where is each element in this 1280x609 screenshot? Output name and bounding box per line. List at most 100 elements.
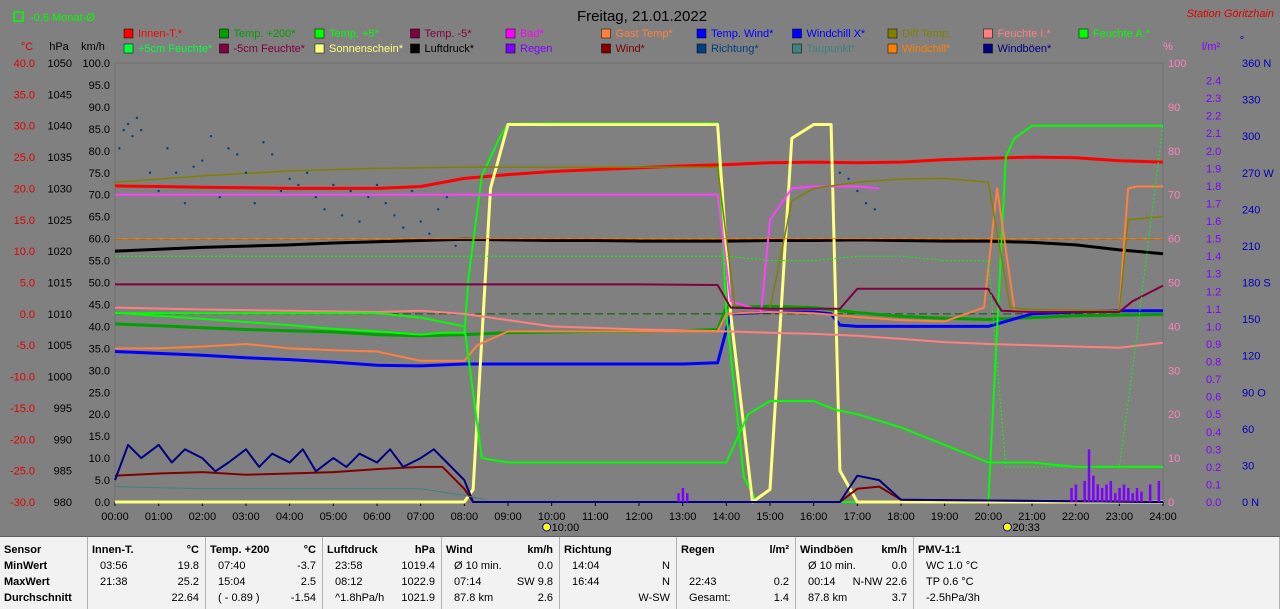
direction-point (358, 220, 361, 223)
legend-label: Wind* (616, 43, 646, 55)
time-tick: 21:00 (1018, 511, 1046, 523)
direction-point (253, 202, 256, 205)
direction-point (288, 177, 291, 181)
direction-point (838, 171, 842, 174)
celsius-tick: -5.0 (16, 340, 35, 352)
legend-swatch (123, 28, 134, 39)
legend-label: Regen (520, 43, 552, 55)
rain-tick: 0.7 (1206, 374, 1221, 386)
stats-column: Temp. +200 °C 07:40 -3.7 15:04 2.5 ( - 0.89 ) -… (206, 537, 323, 609)
rain-tick: 0.4 (1206, 427, 1221, 439)
time-tick: 00:00 (101, 511, 129, 523)
stats-cell: 25.2 (177, 576, 199, 588)
direction-point (126, 122, 130, 126)
kmh-tick: 100.0 (82, 58, 110, 70)
time-tick: 06:00 (363, 511, 391, 523)
celsius-tick: -25.0 (10, 466, 35, 478)
legend-swatch (314, 43, 325, 54)
stats-cell: 1.4 (773, 592, 789, 604)
rain-tick: 1.3 (1206, 269, 1221, 281)
legend: Innen-T.* Temp. +200* Temp. +5* Temp. -5* Ba… (123, 28, 1151, 55)
direction-tick: 30 (1242, 460, 1254, 472)
time-tick: 14:00 (713, 511, 741, 523)
direction-tick: 270 W (1242, 168, 1274, 180)
rain-tick: 2.4 (1206, 76, 1221, 88)
time-tick: 17:00 (844, 511, 872, 523)
stats-cell: 2.6 (537, 592, 553, 604)
direction-point (436, 208, 440, 211)
series-line (114, 166, 1164, 312)
stats-cell: 15:04 (218, 576, 246, 588)
legend-label: Windböen* (998, 43, 1053, 55)
time-tick: 07:00 (407, 511, 435, 523)
legend-label: Richtung* (711, 43, 759, 55)
celsius-tick: 35.0 (14, 89, 35, 101)
rain-bar (681, 487, 685, 502)
hpa-tick: 1050 (48, 58, 72, 70)
stats-cell: 14:04 (572, 560, 600, 572)
time-tick: 24:00 (1149, 511, 1177, 523)
axes: °C hPa km/h 40.0 35.0 30.0 25.0 20.0 15.0 10.0 5.0… (10, 35, 1274, 534)
series-line (115, 124, 1164, 468)
direction-point (314, 195, 318, 199)
legend-label: Sonnenschein* (329, 43, 404, 55)
direction-point (244, 171, 248, 174)
time-tick: 16:00 (800, 511, 828, 523)
direction-point (192, 165, 195, 168)
stats-cell: Luftdruck (327, 544, 378, 556)
stats-cell: -2.5hPa/3h (926, 592, 980, 604)
time-tick: 02:00 (189, 511, 217, 523)
series-line (115, 312, 1163, 468)
stats-cell: 21:38 (100, 576, 128, 588)
time-tick: 12:00 (625, 511, 653, 523)
direction-point (279, 189, 283, 193)
rain-bar (1127, 487, 1130, 502)
percent-tick: 60 (1168, 234, 1180, 246)
kmh-tick: 25.0 (89, 387, 110, 399)
stats-column: Richtung 14:04 N 16:44 N W-SW (560, 537, 677, 609)
stats-column: Innen-T. °C 03:56 19.8 21:38 25.2 22.64 (88, 537, 206, 609)
hpa-tick: 1015 (48, 278, 72, 290)
stats-cell: 19.8 (177, 560, 199, 572)
percent-tick: 20 (1168, 409, 1180, 421)
rain-bar (1118, 487, 1121, 502)
direction-point (847, 177, 850, 181)
rain-tick: 0.8 (1206, 357, 1221, 369)
time-tick: 01:00 (145, 511, 173, 523)
celsius-tick: -30.0 (10, 497, 35, 509)
hpa-tick: 990 (54, 434, 72, 446)
legend-label: Windchill X* (807, 28, 866, 40)
stats-cell: WC 1.0 °C (926, 560, 979, 572)
direction-point (122, 128, 125, 132)
kmh-tick: 90.0 (89, 102, 110, 114)
hpa-tick: 1000 (48, 372, 72, 384)
celsius-tick: 40.0 (14, 58, 35, 70)
chart-area: °C hPa km/h 40.0 35.0 30.0 25.0 20.0 15.0 10.0 5.0… (0, 0, 1280, 536)
axis-unit-kmh: km/h (81, 41, 105, 53)
series-line (115, 185, 880, 312)
kmh-tick: 65.0 (89, 212, 110, 224)
legend-label: -5cm Feuchte* (234, 43, 306, 55)
time-tick: 19:00 (931, 511, 959, 523)
hpa-tick: 1010 (48, 309, 72, 321)
stats-cell: Temp. +200 (210, 544, 270, 556)
direction-point (118, 147, 121, 150)
direction-point (174, 171, 178, 174)
kmh-tick: 40.0 (89, 321, 110, 333)
rain-bar (1105, 484, 1108, 502)
direction-tick: 360 N (1242, 58, 1271, 70)
stats-column: Regen l/m² 22:43 0.2 Gesamt: 1.4 (677, 537, 796, 609)
legend-label: Feuchte A.* (1093, 28, 1151, 40)
direction-point (218, 195, 221, 199)
legend-swatch (983, 28, 993, 39)
stats-cell: 1022.9 (401, 576, 435, 588)
stats-cell: Richtung (564, 544, 612, 556)
statistics-panel: Sensor MinWert MaxWert Durchschnitt Innen-T.… (0, 536, 1280, 609)
stats-cell: 87.8 km (454, 592, 494, 604)
stats-cell: km/h (881, 544, 907, 556)
kmh-tick: 95.0 (89, 80, 110, 92)
stats-cell: 3.7 (891, 592, 907, 604)
legend-swatch (410, 28, 420, 39)
rain-tick: 0.9 (1206, 339, 1221, 351)
sun-marker-label: 10:00 (552, 522, 580, 534)
